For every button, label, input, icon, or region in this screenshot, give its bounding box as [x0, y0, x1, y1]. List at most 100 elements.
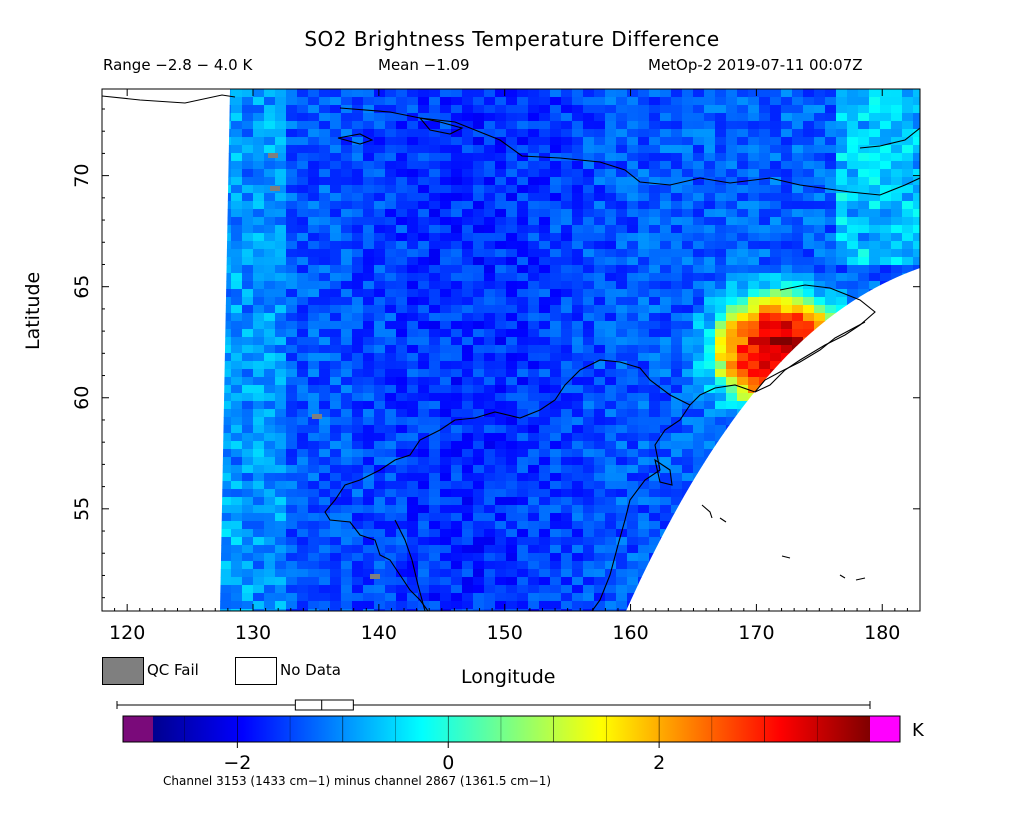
- heat-cell: [363, 577, 375, 586]
- heat-cell: [550, 513, 562, 522]
- heat-cell: [594, 401, 606, 410]
- heat-cell: [374, 209, 386, 218]
- heat-cell: [506, 233, 518, 242]
- heat-cell: [385, 377, 397, 386]
- heat-cell: [550, 457, 562, 466]
- heat-cell: [352, 297, 364, 306]
- heat-cell: [748, 385, 760, 394]
- heat-cell: [352, 209, 364, 218]
- heat-cell: [671, 497, 683, 506]
- heat-cell: [407, 313, 419, 322]
- heat-cell: [363, 529, 375, 538]
- heat-cell: [275, 241, 287, 250]
- heat-cell: [572, 521, 584, 530]
- heat-cell: [671, 361, 683, 370]
- heat-cell: [528, 369, 540, 378]
- heat-cell: [363, 273, 375, 282]
- heat-cell: [297, 337, 309, 346]
- heat-cell: [539, 521, 551, 530]
- heat-cell: [484, 257, 496, 266]
- heat-cell: [506, 201, 518, 210]
- heat-cell: [594, 585, 606, 594]
- heat-cell: [660, 305, 672, 314]
- heat-cell: [792, 97, 804, 106]
- heat-cell: [737, 321, 749, 330]
- heat-cell: [572, 105, 584, 114]
- heat-cell: [847, 121, 859, 130]
- heat-cell: [726, 137, 738, 146]
- heat-cell: [638, 161, 650, 170]
- x-tick-label: 150: [487, 622, 523, 644]
- heat-cell: [341, 225, 353, 234]
- heat-cell: [704, 265, 716, 274]
- heat-cell: [462, 409, 474, 418]
- heat-cell: [682, 225, 694, 234]
- heat-cell: [759, 337, 771, 346]
- heat-cell: [891, 161, 903, 170]
- heat-cell: [550, 433, 562, 442]
- heat-cell: [286, 257, 298, 266]
- heat-cell: [484, 585, 496, 594]
- heat-cell: [297, 577, 309, 586]
- heat-cell: [319, 241, 331, 250]
- heat-cell: [869, 153, 881, 162]
- heat-cell: [660, 505, 672, 514]
- heat-cell: [627, 441, 639, 450]
- heat-cell: [297, 305, 309, 314]
- heat-cell: [539, 481, 551, 490]
- heat-cell: [660, 393, 672, 402]
- heat-cell: [220, 337, 232, 346]
- heat-cell: [385, 217, 397, 226]
- heat-cell: [484, 225, 496, 234]
- heat-cell: [264, 473, 276, 482]
- heat-cell: [418, 553, 430, 562]
- heat-cell: [638, 177, 650, 186]
- heat-cell: [528, 201, 540, 210]
- heat-cell: [649, 161, 661, 170]
- heat-cell: [297, 89, 309, 98]
- heat-cell: [484, 353, 496, 362]
- heat-cell: [660, 401, 672, 410]
- heat-cell: [297, 225, 309, 234]
- heat-cell: [308, 401, 320, 410]
- heat-cell: [473, 393, 485, 402]
- heat-cell: [275, 217, 287, 226]
- heat-cell: [660, 161, 672, 170]
- heat-cell: [550, 569, 562, 578]
- heat-cell: [649, 273, 661, 282]
- heat-cell: [836, 137, 848, 146]
- heat-cell: [396, 473, 408, 482]
- heat-cell: [627, 529, 639, 538]
- heat-cell: [671, 377, 683, 386]
- heat-cell: [341, 257, 353, 266]
- heat-cell: [528, 433, 540, 442]
- heat-cell: [627, 161, 639, 170]
- heat-cell: [286, 97, 298, 106]
- heat-cell: [352, 497, 364, 506]
- heat-cell: [495, 609, 507, 611]
- heat-cell: [902, 225, 914, 234]
- heat-cell: [451, 441, 463, 450]
- heat-cell: [891, 137, 903, 146]
- heat-cell: [583, 249, 595, 258]
- heat-cell: [748, 153, 760, 162]
- heat-cell: [836, 209, 848, 218]
- heat-cell: [220, 569, 232, 578]
- heat-cell: [407, 577, 419, 586]
- heat-cell: [858, 241, 870, 250]
- heat-cell: [264, 329, 276, 338]
- heat-cell: [451, 385, 463, 394]
- heat-cell: [539, 121, 551, 130]
- heat-cell: [374, 113, 386, 122]
- heat-cell: [429, 217, 441, 226]
- heat-cell: [308, 529, 320, 538]
- heat-cell: [495, 321, 507, 330]
- heat-cell: [913, 241, 920, 250]
- heat-cell: [495, 361, 507, 370]
- heat-cell: [385, 425, 397, 434]
- heat-cell: [253, 521, 265, 530]
- heat-cell: [583, 593, 595, 602]
- heat-cell: [704, 201, 716, 210]
- heat-cell: [550, 305, 562, 314]
- heat-cell: [374, 401, 386, 410]
